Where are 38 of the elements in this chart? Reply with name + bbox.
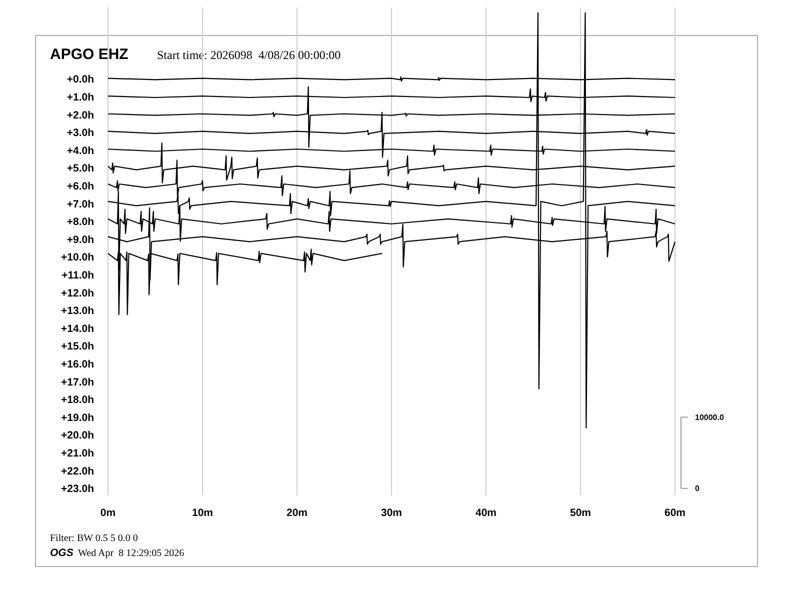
y-tick-label: +0.0h — [66, 74, 94, 86]
y-tick-label: +15.0h — [61, 340, 94, 353]
y-tick-label: +4.0h — [66, 144, 94, 157]
y-tick-label: +3.0h — [66, 127, 94, 140]
y-tick-label: +10.0h — [61, 252, 94, 264]
text: Start time: 2026098 4/08/26 00:00:00 — [157, 48, 341, 62]
y-tick-label: +17.0h — [61, 376, 94, 388]
y-tick-label: +23.0h — [61, 483, 94, 496]
y-tick-label: +21.0h — [61, 447, 94, 460]
y-tick-label: +7.0h — [66, 198, 94, 210]
text: Filter: BW 0.5 5 0.0 0 — [50, 533, 138, 544]
y2-tick-label: 0 — [695, 484, 700, 494]
y-tick-label: +12.0h — [61, 287, 94, 300]
y-tick-label: +11.0h — [62, 269, 94, 282]
y-tick-label: +8.0h — [66, 216, 94, 228]
y-tick-label: +16.0h — [61, 358, 94, 370]
y-tick-label: +13.0h — [61, 305, 94, 318]
y-tick-label: +6.0h — [66, 180, 94, 192]
y-tick-label: +5.0h — [66, 162, 94, 175]
y2-tick-label: 10000.0 — [695, 412, 724, 422]
y-tick-label: +19.0h — [61, 412, 94, 424]
y-tick-label: +20.0h — [61, 430, 94, 442]
y-tick-label: +9.0h — [66, 234, 94, 246]
x-tick-label: 40m — [475, 507, 497, 519]
y-tick-label: +14.0h — [61, 322, 94, 335]
x-tick-label: 10m — [192, 507, 214, 519]
y-tick-label: +22.0h — [61, 465, 94, 478]
y-tick-label: +2.0h — [66, 109, 94, 122]
y-tick-label: +1.0h — [66, 91, 94, 104]
x-tick-label: 0m — [100, 507, 116, 519]
x-tick-label: 60m — [664, 507, 686, 519]
x-tick-label: 50m — [570, 507, 592, 519]
text: OGS — [50, 547, 74, 559]
text: Wed Apr 8 12:29:05 2026 — [78, 548, 184, 559]
x-tick-label: 20m — [286, 507, 308, 519]
y-tick-label: +18.0h — [61, 394, 94, 406]
x-tick-label: 30m — [380, 507, 402, 519]
text: APGO EHZ — [50, 46, 128, 63]
